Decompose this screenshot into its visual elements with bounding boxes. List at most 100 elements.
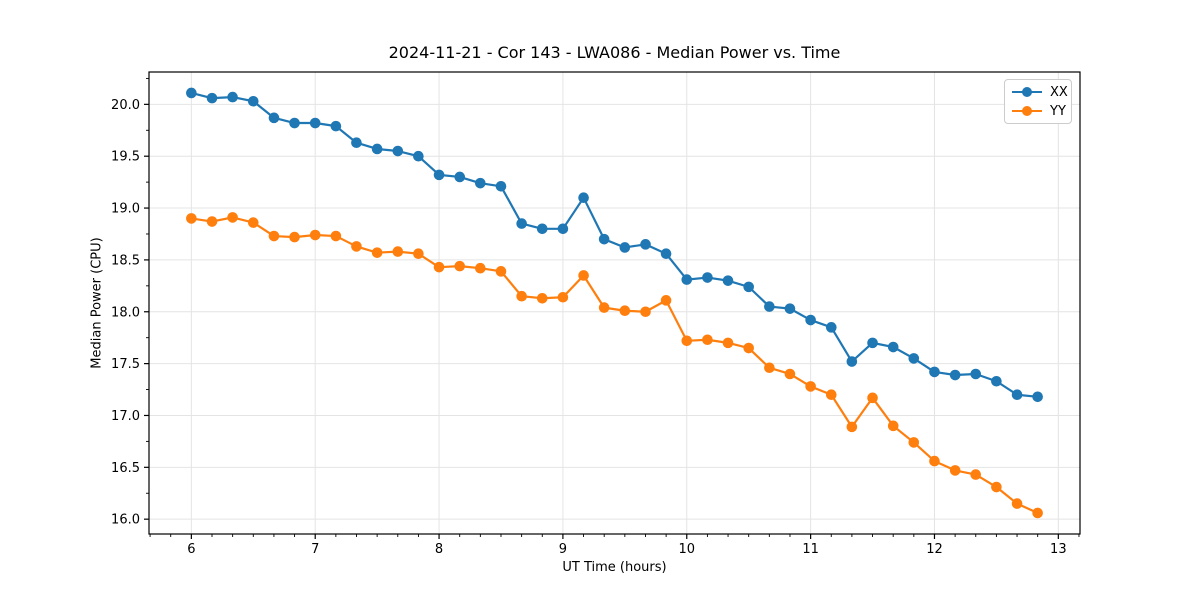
data-point-marker (970, 469, 982, 480)
x-axis-label: UT Time (hours) (562, 560, 667, 575)
legend-entry-yy: YY (1012, 102, 1066, 120)
data-point-marker (1011, 498, 1023, 509)
x-tick-label: 10 (678, 542, 695, 557)
data-point-marker (867, 392, 878, 404)
data-point-marker (392, 246, 404, 257)
chart-title: 2024-11-21 - Cor 143 - LWA086 - Median P… (388, 43, 841, 62)
data-point-marker (846, 356, 858, 367)
data-point-marker (640, 306, 651, 318)
data-point-marker (681, 335, 693, 347)
data-point-marker (454, 260, 466, 272)
data-point-marker (289, 117, 300, 129)
data-point-marker (186, 87, 197, 99)
data-point-marker (598, 233, 610, 245)
data-point-marker (784, 303, 796, 314)
series-xx (186, 87, 1043, 403)
data-point-marker (433, 261, 445, 273)
data-point-marker (660, 248, 672, 259)
y-tick-label: 16.0 (111, 513, 140, 528)
data-point-marker (619, 305, 631, 317)
plot-border (148, 71, 1081, 535)
x-tick-label: 9 (559, 542, 567, 557)
data-point-marker (826, 322, 837, 333)
data-point-marker (660, 295, 672, 306)
data-point-marker (351, 241, 362, 252)
data-point-marker (268, 230, 280, 242)
x-tick-label: 12 (926, 542, 943, 557)
data-point-marker (722, 337, 734, 349)
data-point-marker (702, 272, 713, 283)
data-point-marker (392, 145, 404, 157)
data-point-marker (743, 281, 754, 293)
data-point-marker (371, 143, 383, 155)
data-point-marker (536, 292, 548, 304)
y-tick-label: 19.0 (111, 202, 140, 217)
data-point-marker (805, 381, 816, 392)
data-point-marker (475, 262, 486, 274)
data-point-marker (227, 212, 238, 223)
data-point-marker (495, 266, 507, 277)
data-point-marker (1032, 391, 1043, 403)
legend-line-marker-icon (1012, 106, 1042, 116)
data-point-marker (454, 171, 466, 183)
series-yy (186, 212, 1043, 519)
data-point-marker (495, 180, 507, 192)
data-point-marker (929, 366, 940, 378)
y-tick-label: 17.0 (111, 409, 140, 424)
data-point-marker (991, 481, 1002, 493)
data-point-marker (949, 465, 961, 476)
data-point-marker (722, 275, 734, 286)
data-point-marker (413, 150, 424, 162)
y-tick-label: 20.0 (111, 98, 140, 113)
data-point-marker (186, 213, 197, 224)
data-point-marker (227, 91, 238, 103)
data-point-marker (784, 368, 796, 380)
x-tick-label: 7 (311, 542, 319, 557)
data-point-marker (846, 421, 858, 433)
data-point-marker (991, 375, 1002, 387)
series-line-yy (190, 216, 1039, 515)
y-tick-label: 19.5 (111, 150, 140, 165)
data-point-marker (247, 217, 259, 228)
y-tick-label: 18.0 (111, 305, 140, 320)
data-point-marker (949, 369, 961, 381)
x-tick-label: 13 (1050, 542, 1067, 557)
x-tick-label: 6 (187, 542, 195, 557)
data-point-marker (309, 229, 321, 241)
data-point-marker (867, 337, 878, 349)
data-point-marker (578, 270, 589, 281)
data-point-marker (826, 389, 837, 401)
data-point-marker (557, 291, 569, 303)
y-tick-label: 18.5 (111, 253, 140, 268)
data-point-marker (908, 353, 920, 364)
data-point-marker (206, 216, 218, 227)
data-point-marker (289, 231, 300, 243)
data-point-marker (247, 95, 259, 107)
tick-labels: 6 7 8 9 10 11 12 13 16.0 16.5 17.0 17.5 18.0 18.5 19.0… (111, 98, 1067, 557)
legend-entry-xx: XX (1012, 83, 1068, 101)
data-point-marker (330, 230, 342, 242)
data-point-marker (268, 112, 280, 124)
data-point-marker (413, 248, 424, 259)
y-tick-label: 16.5 (111, 461, 140, 476)
series-line-xx (190, 91, 1039, 398)
data-point-marker (351, 137, 362, 149)
legend-label-xx: XX (1050, 84, 1068, 100)
x-tick-label: 8 (435, 542, 443, 557)
data-point-marker (557, 223, 569, 235)
data-point-marker (330, 120, 342, 132)
data-point-marker (516, 290, 527, 302)
data-point-marker (640, 239, 651, 250)
data-point-marker (475, 177, 486, 189)
y-tick-label: 17.5 (111, 357, 140, 372)
legend-line-marker-icon (1012, 87, 1042, 97)
data-point-marker (805, 314, 816, 326)
data-point-marker (578, 192, 589, 203)
data-point-marker (908, 437, 920, 448)
data-point-marker (1032, 507, 1043, 519)
data-point-marker (1011, 389, 1023, 401)
data-point-marker (970, 368, 982, 380)
data-point-marker (764, 301, 775, 312)
